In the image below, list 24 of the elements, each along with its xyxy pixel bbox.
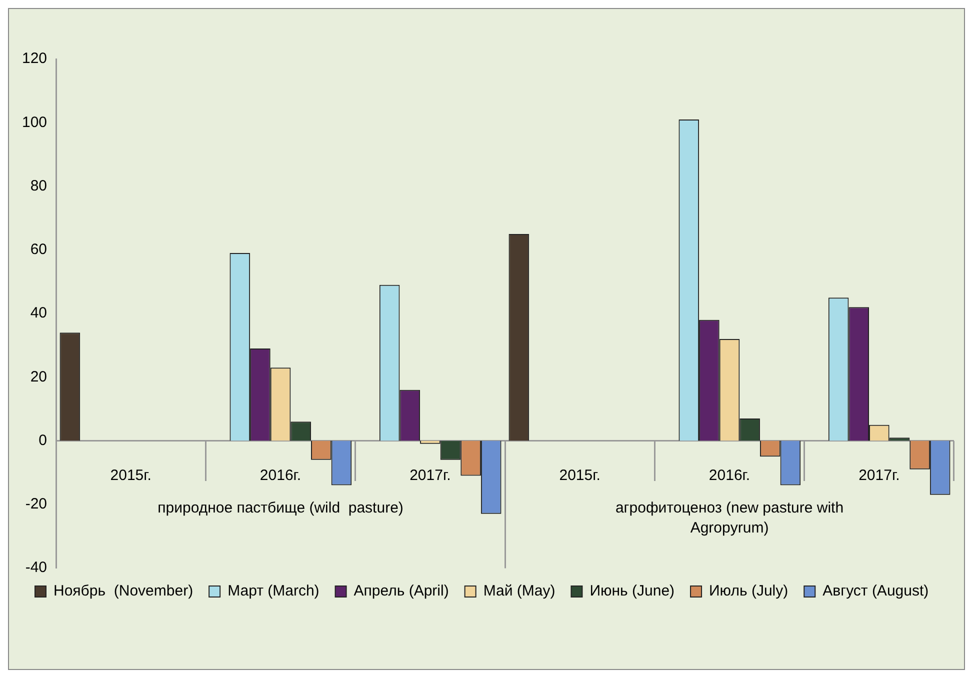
x-tick-label: 2017г. xyxy=(858,466,900,484)
legend-label: Март (March) xyxy=(228,582,320,600)
legend-label: Ноябрь (November) xyxy=(54,582,194,600)
x-tick-label: 2016г. xyxy=(708,466,750,484)
x-tick-label: 2017г. xyxy=(410,466,451,484)
y-tick-label: -20 xyxy=(25,496,48,513)
y-tick-label: 120 xyxy=(22,50,48,68)
legend-label: Май (May) xyxy=(483,582,556,600)
y-tick-label: 20 xyxy=(30,368,48,386)
x-tick-label: 2015г. xyxy=(110,466,152,484)
y-tick-label: 80 xyxy=(30,177,48,194)
legend-label: Июль (July) xyxy=(709,582,788,600)
y-tick-label: 40 xyxy=(30,304,48,322)
x-tick-label: 2015г. xyxy=(559,466,600,484)
legend-label: Апрель (April) xyxy=(354,582,449,600)
y-tick-label: 0 xyxy=(38,432,48,449)
y-tick-label: -40 xyxy=(25,559,48,576)
annotation: природное пастбище (wild pasture) xyxy=(158,499,404,516)
legend-label: Июнь (June) xyxy=(590,582,675,600)
legend-label: Август (August) xyxy=(822,582,929,600)
y-tick-label: 100 xyxy=(22,114,48,131)
x-tick-label: 2016г. xyxy=(260,466,302,484)
annotation: агрофитоценоз (new pasture with Agropyrum) xyxy=(615,499,844,536)
y-tick-label: 60 xyxy=(30,241,48,258)
